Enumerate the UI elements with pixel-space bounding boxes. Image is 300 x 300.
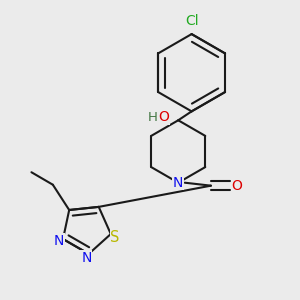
Text: Cl: Cl (185, 14, 198, 28)
Text: O: O (158, 110, 169, 124)
Text: N: N (173, 176, 183, 190)
Text: S: S (110, 230, 120, 245)
Text: N: N (81, 251, 92, 265)
Text: H: H (148, 111, 158, 124)
Text: O: O (231, 179, 242, 193)
Text: N: N (54, 233, 64, 248)
